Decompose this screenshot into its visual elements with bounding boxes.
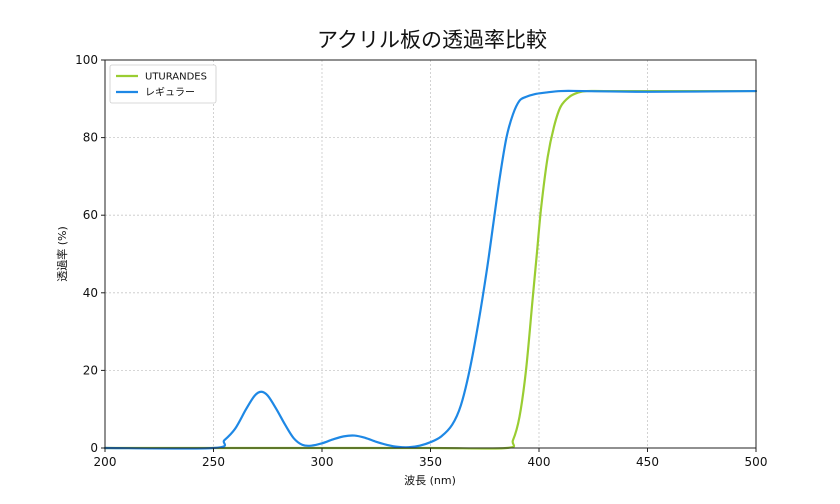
x-tick-label: 500 xyxy=(745,455,768,469)
grid-lines xyxy=(104,59,757,449)
y-axis-label: 透過率 (%) xyxy=(55,226,69,282)
x-tick-label: 300 xyxy=(311,455,334,469)
legend-box xyxy=(109,64,217,104)
y-tick-label: 60 xyxy=(83,208,98,222)
y-tick-label: 0 xyxy=(90,441,98,455)
x-tick-label: 400 xyxy=(528,455,551,469)
y-tick-label: 100 xyxy=(75,53,98,67)
y-tick-label: 20 xyxy=(83,363,98,377)
x-tick-label: 450 xyxy=(636,455,659,469)
x-axis-ticks: 200 250 300 350 400 450 500 xyxy=(94,448,768,469)
x-tick-label: 350 xyxy=(419,455,442,469)
x-tick-label: 250 xyxy=(202,455,225,469)
legend-label: UTURANDES xyxy=(145,72,207,83)
legend-label: レギュラー xyxy=(145,87,195,99)
x-tick-label: 200 xyxy=(94,455,117,469)
y-tick-label: 40 xyxy=(83,286,98,300)
series-line-1 xyxy=(103,89,758,450)
x-axis-label: 波長 (nm) xyxy=(404,474,456,487)
legend: UTURANDES レギュラー xyxy=(109,64,217,104)
chart-title: アクリル板の透過率比較 xyxy=(317,28,547,52)
y-axis-ticks: 0 20 40 60 80 100 xyxy=(75,53,105,455)
y-tick-label: 80 xyxy=(83,131,98,145)
